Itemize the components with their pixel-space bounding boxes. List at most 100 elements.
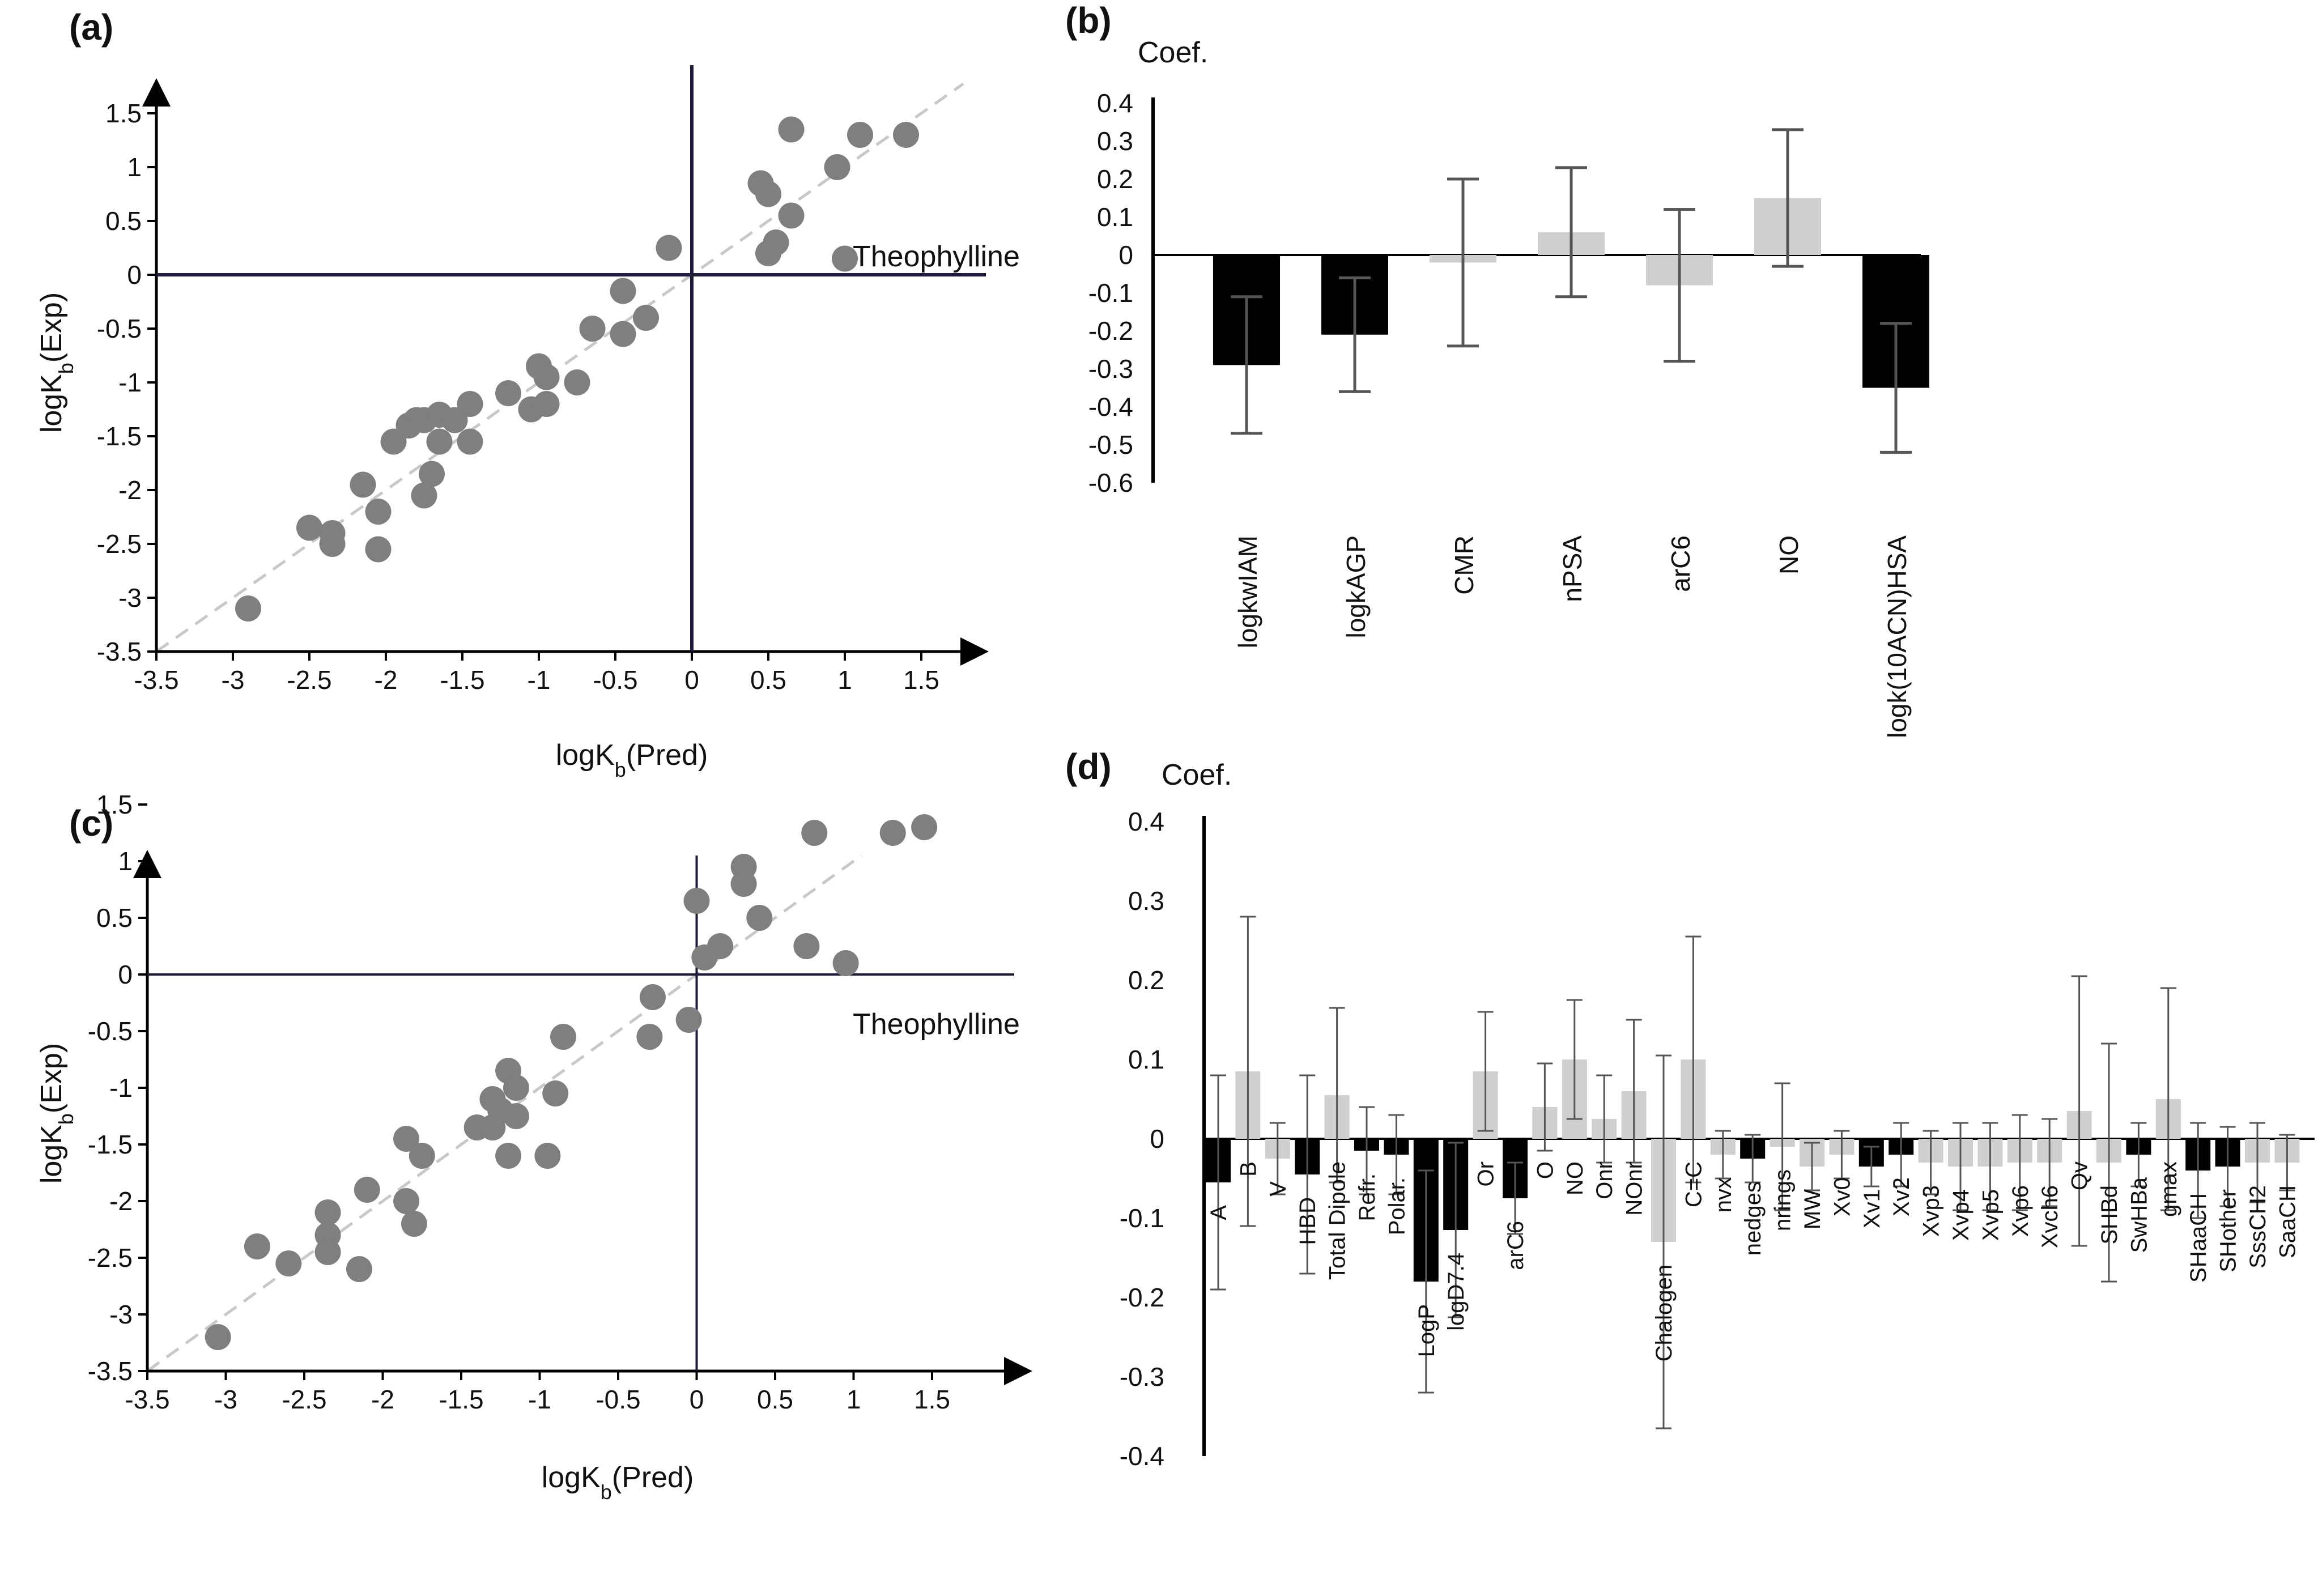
category-label: logD7.4 [1444,1253,1469,1331]
data-point [533,364,560,390]
y-tick-label: 0.4 [1128,807,1164,836]
x-tick-label: -3 [222,665,245,695]
y-tick-label: -3 [118,583,142,612]
y-tick-label: 1 [127,152,142,182]
category-label: logkwIAM [1233,535,1262,648]
y-tick-label: -0.5 [1088,430,1133,459]
y-tick-label: -1 [109,1073,133,1103]
category-label: gmax [2157,1161,2181,1217]
y-tick-label: -0.2 [1120,1283,1164,1312]
data-point [683,888,710,914]
category-label: nedges [1741,1181,1766,1255]
data-point [778,116,805,143]
y-tick-label: -0.1 [1088,278,1133,308]
data-point [411,482,437,509]
ylabel-a: logKb(Exp) [35,292,78,433]
data-point [832,245,858,272]
category-label: NOnr [1622,1161,1647,1216]
data-point [675,1007,702,1033]
data-point [656,235,682,261]
data-point [419,461,445,487]
panel-label-b: (b) [1065,0,1112,41]
category-label: Or [1474,1161,1499,1186]
data-point [778,202,805,229]
category-label: Xvp6 [2008,1185,2033,1237]
category-label: Qv [2068,1161,2092,1190]
category-label: Refr. [1355,1173,1380,1221]
category-label: SHBd [2097,1185,2122,1245]
data-point [393,1126,420,1152]
data-point [832,950,859,976]
category-label: Chalogen [1652,1265,1677,1361]
category-label: Xvp5 [1978,1189,2003,1241]
category-label: SssCH2 [2245,1185,2270,1269]
category-label: Onr [1592,1161,1617,1199]
data-point [610,278,636,304]
data-point [746,905,773,931]
coef-title-b: Coef. [1138,36,1208,69]
data-point [533,391,560,417]
x-tick-label: 0 [690,1385,704,1414]
x-tick-label: 1.5 [914,1385,950,1414]
y-tick-label: 0.2 [1097,164,1133,194]
data-point [346,1256,372,1282]
data-point [534,1143,561,1169]
y-tick-label: 0 [1118,240,1133,270]
data-point [639,984,666,1010]
category-label: SHother [2216,1189,2241,1272]
x-tick-label: -2 [375,665,398,695]
data-point [793,933,820,959]
data-point [314,1199,341,1225]
y-tick-label: -2.5 [88,1243,133,1272]
y-tick-label: -3.5 [97,637,142,666]
x-tick-label: -3.5 [125,1385,169,1414]
xlabel-a: logKb(Pred) [556,739,708,781]
category-label: CMR [1449,535,1479,595]
x-tick-label: 0 [684,665,699,695]
data-point [426,428,453,455]
x-tick-label: -0.5 [593,665,637,695]
category-label: A [1206,1205,1231,1220]
xlabel-c: logKb(Pred) [542,1461,694,1504]
category-label: SwHBa [2126,1177,2151,1253]
y-tick-label: 0 [1150,1124,1164,1154]
data-point [503,1075,529,1101]
x-tick-label: 1 [847,1385,861,1414]
x-tick-label: -1 [528,1385,551,1414]
data-point [707,933,734,959]
category-label: nrings [1771,1169,1796,1231]
x-tick-label: -3 [214,1385,237,1414]
data-point [235,595,261,622]
y-tick-label: -2 [109,1186,133,1216]
y-tick-label: -2 [118,475,142,505]
category-label: Xvch6 [2038,1185,2062,1248]
data-point [380,428,407,455]
y-tick-label: 0.1 [1128,1045,1164,1074]
data-point [457,428,483,455]
data-point [633,305,659,331]
bar-panel-b: 0.4 0.3 0.2 0.1 0 -0.1 -0.2 -0.3 -0.4 -0.5 -0.6 log… [1088,88,1929,738]
data-point [542,1080,569,1106]
data-point [350,471,376,498]
category-label: Xvp4 [1949,1189,1974,1241]
data-point [409,1143,435,1169]
category-label: LogP [1414,1304,1439,1357]
x-tick-label: -1.5 [439,1385,483,1414]
x-tick-label: -3.5 [134,665,178,695]
category-label: logkAGP [1341,535,1371,639]
category-label: NO [1774,535,1804,574]
category-label: Xv2 [1889,1177,1914,1216]
category-label: Polar. [1384,1177,1409,1235]
data-point [275,1250,302,1276]
category-label: nPSA [1558,535,1587,602]
category-label: SaaCH [2275,1185,2300,1258]
data-point [503,1103,529,1129]
x-tick-label: -2 [371,1385,394,1414]
y-tick-label: -0.4 [1088,392,1133,422]
theophylline-label: Theophylline [853,1008,1020,1041]
data-point [319,520,346,546]
data-point [824,154,850,180]
y-tick-label: -0.6 [1088,468,1133,497]
